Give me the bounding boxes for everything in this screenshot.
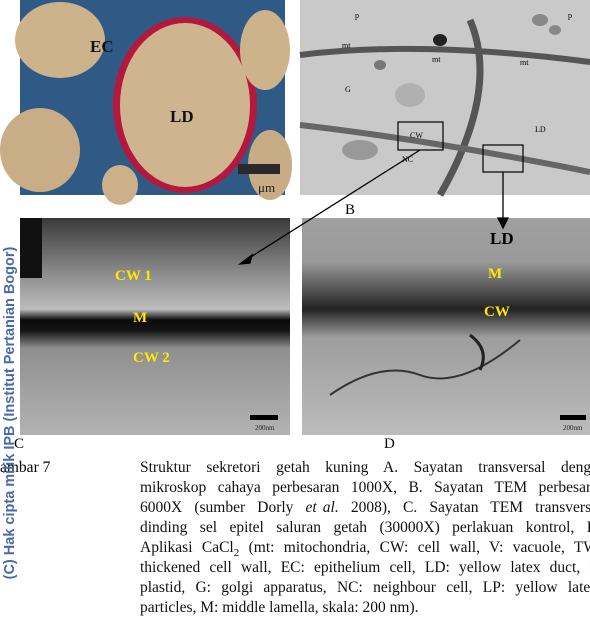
- caption-line: dinding sel epitel saluran getah (30000X…: [140, 518, 590, 538]
- caption-line: 6000X (sumber Dorly et al. 2008), C. Say…: [140, 498, 590, 518]
- label: mt: [342, 41, 351, 50]
- caption-line: thickened cell wall, EC: epithelium cell…: [140, 558, 590, 578]
- caption-text: 2008), C. Sayatan TEM transversa: [338, 499, 590, 516]
- caption-text: particles, M: middle lamella, skala: 200…: [140, 599, 419, 616]
- label: mt: [432, 55, 441, 64]
- caption-text: thickened cell wall, EC: epithelium cell…: [140, 559, 590, 576]
- label: NC: [402, 155, 413, 164]
- label: CW 1: [115, 268, 152, 284]
- arrows: [237, 149, 510, 265]
- caption-text: Aplikasi CaCl: [140, 539, 234, 556]
- label: mt: [520, 58, 529, 67]
- label: p: [568, 11, 572, 20]
- label: LD: [170, 107, 194, 126]
- label: LD: [535, 125, 546, 134]
- caption-line: mikroskop cahaya perbesaran 1000X, B. Sa…: [140, 478, 590, 498]
- caption-line: Aplikasi CaCl2 (mt: mitochondria, CW: ce…: [140, 538, 590, 558]
- label: EC: [90, 37, 114, 56]
- label: G: [345, 85, 351, 94]
- scale-label: 200nm: [255, 424, 275, 432]
- label: CW: [410, 131, 423, 140]
- label: M: [488, 266, 502, 282]
- panel-letter: D: [384, 436, 395, 452]
- caption-text: mikroskop cahaya perbesaran 1000X, B. Sa…: [140, 479, 590, 496]
- caption-text: 6000X (sumber Dorly: [140, 499, 306, 516]
- panel-letter: B: [345, 202, 355, 218]
- caption-number: ambar 7: [0, 459, 51, 476]
- caption-line: plastid, G: golgi apparatus, NC: neighbo…: [140, 578, 590, 598]
- caption-text: plastid, G: golgi apparatus, NC: neighbo…: [140, 579, 590, 596]
- caption-text: (mt: mitochondria, CW: cell wall, V: vac…: [239, 539, 590, 556]
- panel-b: p mt mt mt p G CW NC LD B: [299, 0, 590, 218]
- caption-text: Struktur sekretori getah kuning A. Sayat…: [140, 459, 590, 476]
- caption-line: particles, M: middle lamella, skala: 200…: [140, 598, 590, 618]
- scale-label: 200nm: [563, 424, 583, 432]
- caption: Struktur sekretori getah kuning A. Sayat…: [140, 458, 590, 618]
- panel-a: EC LD μm: [0, 0, 292, 205]
- caption-text: et al.: [305, 499, 339, 516]
- panel-letter: C: [14, 436, 24, 452]
- label: CW: [484, 304, 510, 320]
- watermark: (C) Hak cipta milik IPB (Institut Pertan…: [2, 246, 18, 580]
- scale-label: μm: [258, 180, 275, 195]
- caption-text: 2: [233, 547, 240, 558]
- panel-c: 200nm CW 1 M CW 2 C: [14, 218, 290, 452]
- figure: EC LD μm p mt mt mt p G CW NC LD B 200nm…: [0, 0, 590, 452]
- label: CW 2: [133, 350, 170, 366]
- caption-text: dinding sel epitel saluran getah (30000X…: [140, 519, 590, 536]
- label: p: [355, 11, 359, 20]
- panel-d: 200nm LD M CW D: [302, 218, 590, 452]
- label: M: [133, 310, 147, 326]
- label: LD: [490, 229, 514, 248]
- caption-line: Struktur sekretori getah kuning A. Sayat…: [140, 458, 590, 478]
